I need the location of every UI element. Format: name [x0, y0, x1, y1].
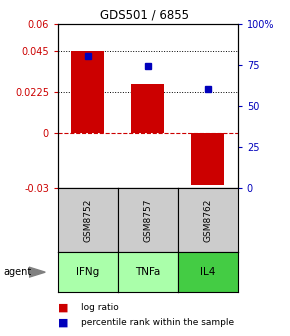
Bar	[71, 51, 104, 133]
Text: agent: agent	[3, 267, 31, 277]
Text: ■: ■	[58, 318, 68, 328]
Text: GSM8757: GSM8757	[143, 198, 153, 242]
Bar	[191, 133, 224, 184]
Text: GDS501 / 6855: GDS501 / 6855	[101, 8, 189, 22]
Text: IFNg: IFNg	[76, 267, 99, 277]
Text: IL4: IL4	[200, 267, 215, 277]
Text: GSM8752: GSM8752	[84, 198, 93, 242]
Text: GSM8762: GSM8762	[203, 198, 212, 242]
Polygon shape	[29, 267, 45, 277]
Text: percentile rank within the sample: percentile rank within the sample	[81, 318, 234, 327]
Bar	[131, 84, 164, 133]
Text: log ratio: log ratio	[81, 303, 119, 312]
Text: ■: ■	[58, 302, 68, 312]
Text: TNFa: TNFa	[135, 267, 161, 277]
